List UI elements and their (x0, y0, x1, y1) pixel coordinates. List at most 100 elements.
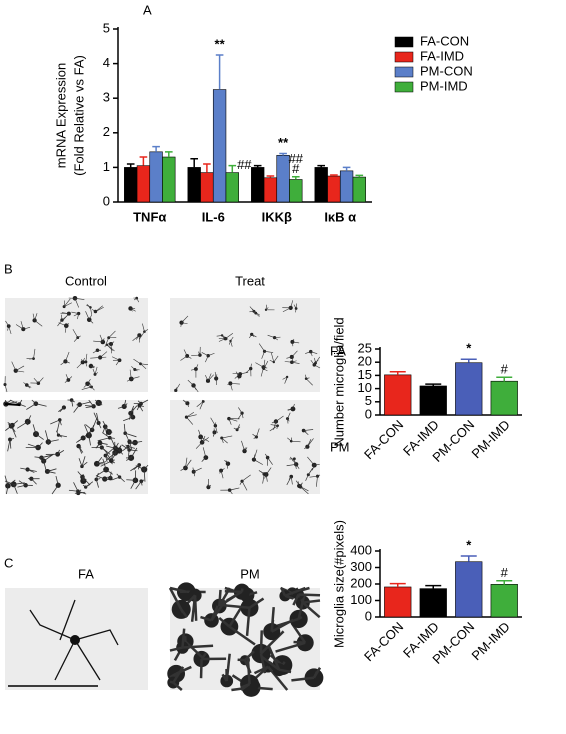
process (227, 463, 229, 469)
process (195, 364, 199, 370)
process (275, 415, 284, 422)
process (290, 300, 294, 308)
process (78, 445, 82, 449)
process (5, 424, 13, 431)
process (249, 311, 254, 313)
bar (263, 177, 278, 203)
process (202, 399, 204, 402)
process (94, 372, 99, 375)
process (274, 337, 279, 341)
process (245, 368, 251, 373)
annotation: ## (289, 151, 304, 166)
y-tick-label: 2 (103, 124, 110, 139)
process (102, 338, 105, 343)
error-bar (152, 145, 160, 152)
process (123, 416, 134, 422)
bar (124, 167, 138, 203)
process (246, 655, 251, 685)
error-bar (317, 164, 326, 168)
process (244, 447, 248, 452)
y-tick-label: 400 (350, 542, 372, 557)
process (31, 399, 37, 404)
process (129, 369, 132, 380)
process (298, 485, 309, 492)
micrograph (170, 400, 320, 494)
process (241, 481, 248, 491)
process (129, 449, 138, 452)
process (123, 423, 126, 434)
annotation: * (466, 341, 472, 356)
y-tick-label: 0 (365, 608, 372, 623)
process (106, 342, 110, 346)
process (215, 374, 218, 379)
process (81, 461, 88, 467)
process (48, 439, 59, 443)
process (85, 424, 93, 431)
process (121, 444, 130, 451)
process (214, 371, 217, 379)
process (98, 422, 102, 429)
process (93, 340, 103, 343)
process (15, 324, 24, 330)
process (253, 449, 258, 460)
process (264, 351, 274, 353)
process (144, 329, 149, 332)
process (74, 298, 79, 308)
process (202, 447, 207, 458)
process (111, 356, 120, 361)
process (305, 474, 309, 481)
process (77, 437, 84, 442)
annotation: # (292, 161, 300, 176)
scale-bar (4, 403, 21, 406)
process (207, 374, 214, 382)
process (11, 361, 17, 371)
x-tick-label: IκB α (324, 209, 356, 224)
bar (327, 175, 341, 203)
process (85, 311, 90, 320)
y-axis-label: (Fold Relative vs FA) (71, 55, 86, 176)
process (287, 408, 293, 411)
process (221, 437, 224, 444)
process (83, 478, 87, 482)
process (127, 446, 136, 449)
process (18, 399, 23, 405)
process (104, 337, 109, 348)
process (193, 471, 196, 477)
process (88, 399, 94, 407)
process (65, 374, 69, 381)
process (305, 378, 313, 386)
process (82, 484, 86, 488)
annotation: # (501, 362, 509, 377)
process (143, 464, 149, 470)
process (34, 456, 42, 459)
error-bar (291, 175, 300, 180)
process (237, 412, 243, 420)
process (236, 426, 241, 430)
process (180, 467, 186, 471)
process (270, 606, 275, 632)
process (297, 481, 300, 486)
bar (455, 362, 483, 416)
process (130, 405, 135, 414)
y-axis-label: mRNA Expression (53, 63, 68, 168)
process (184, 640, 205, 660)
y-tick-label: 5 (365, 393, 372, 408)
bar (212, 89, 227, 203)
bar (149, 151, 163, 203)
column-label: Treat (235, 273, 265, 288)
process (282, 376, 288, 380)
process (17, 484, 26, 488)
process (20, 467, 28, 470)
process (181, 322, 188, 325)
x-tick-label: FA-CON (361, 619, 406, 664)
process (78, 491, 86, 494)
process (259, 630, 263, 654)
process (110, 437, 116, 449)
process (89, 319, 94, 324)
process (307, 456, 315, 466)
annotation: ** (215, 36, 226, 51)
error-bar (342, 166, 351, 171)
y-axis-label: Microglia size(#pixels) (331, 520, 346, 648)
bar (490, 380, 518, 416)
